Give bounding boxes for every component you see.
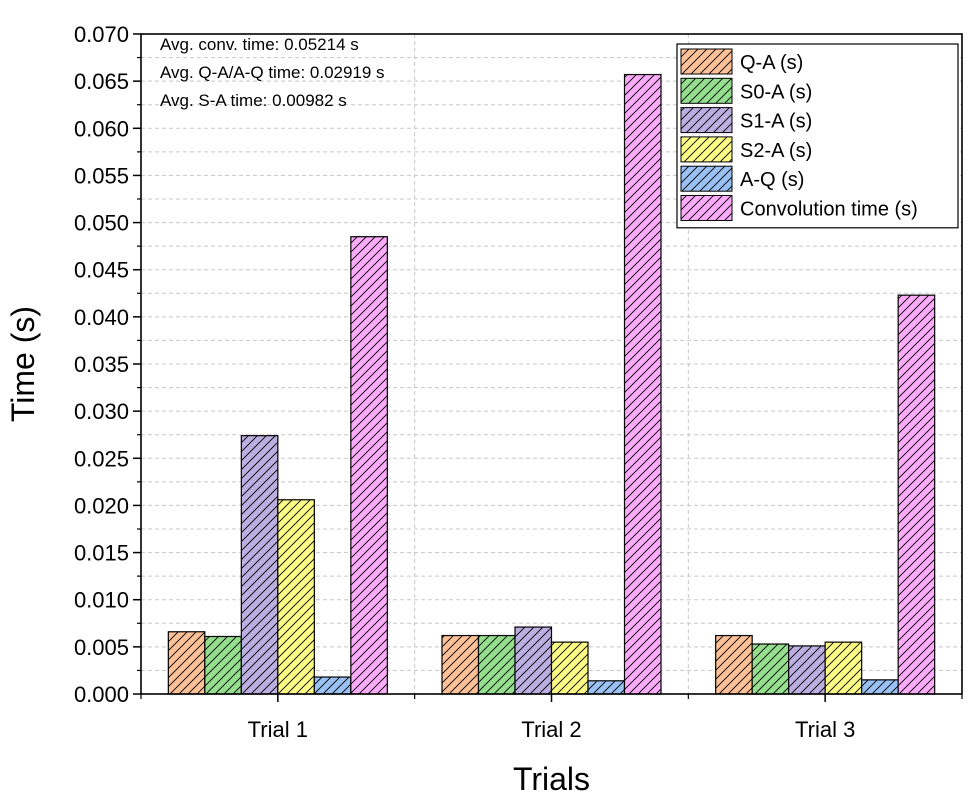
y-tick-label: 0.065 [74,69,129,94]
bar-trial-3-series-5 [897,294,936,695]
annotation-avg-sa-time: Avg. S-A time: 0.00982 s [160,91,347,110]
bar-trial-2-series-5 [623,73,662,695]
bar-trial-2-series-1 [477,634,516,695]
bar-trial-1-series-3 [277,499,315,695]
bar-trial-1-series-1 [204,635,242,695]
annotations: Avg. conv. time: 0.05214 s Avg. Q-A/A-Q … [160,35,385,110]
y-tick-label: 0.005 [74,635,129,660]
legend-swatch [680,195,733,221]
bar-trial-2-series-0 [441,634,480,695]
bar-trial-1-series-2 [240,435,279,695]
bar-trial-3-series-2 [788,645,826,695]
bar-trial-2-series-2 [514,626,553,695]
y-tick-label: 0.070 [74,22,129,47]
annotation-avg-qa-aq-time: Avg. Q-A/A-Q time: 0.02919 s [160,63,385,82]
y-tick-label: 0.045 [74,258,129,283]
legend-label: S2-A (s) [740,140,812,162]
y-axis-title: Time (s) [5,306,41,422]
legend: Q-A (s) S0-A (s) S1-A (s) S2-A (s) A-Q (s) Co… [676,43,959,229]
bar-trial-1-series-5 [350,236,388,695]
y-tick-label: 0.010 [74,588,129,613]
legend-swatch [680,77,733,104]
bar-trial-2-series-3 [550,641,589,695]
legend-label: Q-A (s) [740,52,803,74]
x-axis-ticks: Trial 1 Trial 2 Trial 3 [140,694,963,742]
y-tick-label: 0.020 [74,493,129,518]
bar-trial-1-series-0 [167,631,206,695]
x-tick-label: Trial 3 [795,717,855,742]
y-tick-label: 0.015 [74,541,129,566]
y-tick-label: 0.025 [74,446,129,471]
legend-swatch [680,165,733,192]
legend-swatch [680,107,733,134]
x-tick-label: Trial 1 [248,717,308,742]
y-tick-label: 0.040 [74,305,129,330]
legend-swatch [680,48,733,75]
bar-trial-3-series-4 [861,679,899,695]
y-tick-label: 0.030 [74,399,129,424]
legend-label: S0-A (s) [740,81,812,103]
bars [167,73,936,695]
bar-trial-1-series-4 [313,676,352,695]
bar-trial-2-series-4 [587,680,626,695]
y-axis-ticks: 0.000 0.005 0.010 0.015 0.020 0.025 0.030 0.035… [74,22,141,707]
legend-swatch [680,136,733,163]
y-tick-label: 0.000 [74,682,129,707]
legend-label: Convolution time (s) [740,199,918,221]
bar-trial-3-series-3 [824,641,863,695]
legend-label: S1-A (s) [740,111,812,133]
x-tick-label: Trial 2 [521,717,581,742]
y-tick-label: 0.060 [74,116,129,141]
bar-trial-3-series-0 [715,634,753,695]
legend-label: A-Q (s) [740,169,804,191]
y-tick-label: 0.050 [74,211,129,236]
y-tick-label: 0.055 [74,163,129,188]
annotation-avg-conv-time: Avg. conv. time: 0.05214 s [160,35,359,54]
bar-trial-3-series-1 [751,643,790,695]
x-axis-title: Trials [513,761,590,797]
y-tick-label: 0.035 [74,352,129,377]
